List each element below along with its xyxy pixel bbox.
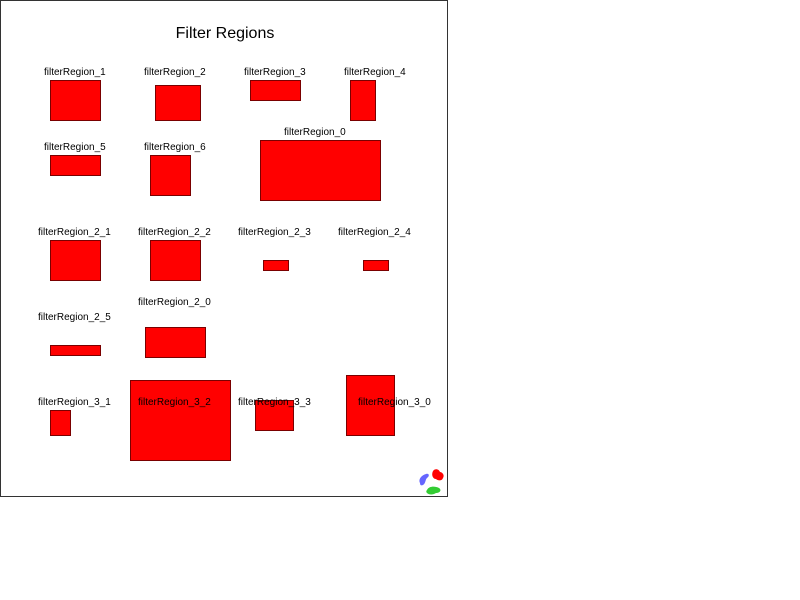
filter-region-2-0-rect <box>145 327 206 358</box>
label-filter-region-4: filterRegion_4 <box>344 67 406 78</box>
filter-region-2-5-rect <box>50 345 101 356</box>
filter-region-0-rect <box>260 140 381 201</box>
filter-region-2-3-rect <box>263 260 289 271</box>
filter-region-5-rect <box>50 155 101 176</box>
label-filter-region-3-2: filterRegion_3_2 <box>138 397 211 408</box>
filter-region-3-3-rect <box>255 400 294 431</box>
filter-region-2-2-rect <box>150 240 201 281</box>
filter-region-3-rect <box>250 80 301 101</box>
label-filter-region-3-0: filterRegion_3_0 <box>358 397 431 408</box>
label-filter-region-3-1: filterRegion_3_1 <box>38 397 111 408</box>
filter-region-3-1-rect <box>50 410 71 436</box>
canvas-frame: Filter Regions filterRegion_1 filterRegi… <box>0 0 448 497</box>
label-filter-region-3-3: filterRegion_3_3 <box>238 397 311 408</box>
label-filter-region-2: filterRegion_2 <box>144 67 206 78</box>
three-color-logo-icon <box>419 469 444 495</box>
label-filter-region-2-2: filterRegion_2_2 <box>138 227 211 238</box>
filter-region-3-0-rect <box>346 375 395 436</box>
label-filter-region-2-0: filterRegion_2_0 <box>138 297 211 308</box>
label-filter-region-0: filterRegion_0 <box>284 127 346 138</box>
label-filter-region-2-3: filterRegion_2_3 <box>238 227 311 238</box>
label-filter-region-3: filterRegion_3 <box>244 67 306 78</box>
label-filter-region-2-5: filterRegion_2_5 <box>38 312 111 323</box>
label-filter-region-5: filterRegion_5 <box>44 142 106 153</box>
filter-region-2-rect <box>155 85 201 121</box>
filter-region-1-rect <box>50 80 101 121</box>
filter-region-2-1-rect <box>50 240 101 281</box>
filter-region-6-rect <box>150 155 191 196</box>
filter-region-2-4-rect <box>363 260 389 271</box>
filter-region-4-rect <box>350 80 376 121</box>
filter-region-3-2-rect <box>130 380 231 461</box>
label-filter-region-2-1: filterRegion_2_1 <box>38 227 111 238</box>
label-filter-region-6: filterRegion_6 <box>144 142 206 153</box>
page-title: Filter Regions <box>175 25 275 42</box>
label-filter-region-2-4: filterRegion_2_4 <box>338 227 411 238</box>
label-filter-region-1: filterRegion_1 <box>44 67 106 78</box>
